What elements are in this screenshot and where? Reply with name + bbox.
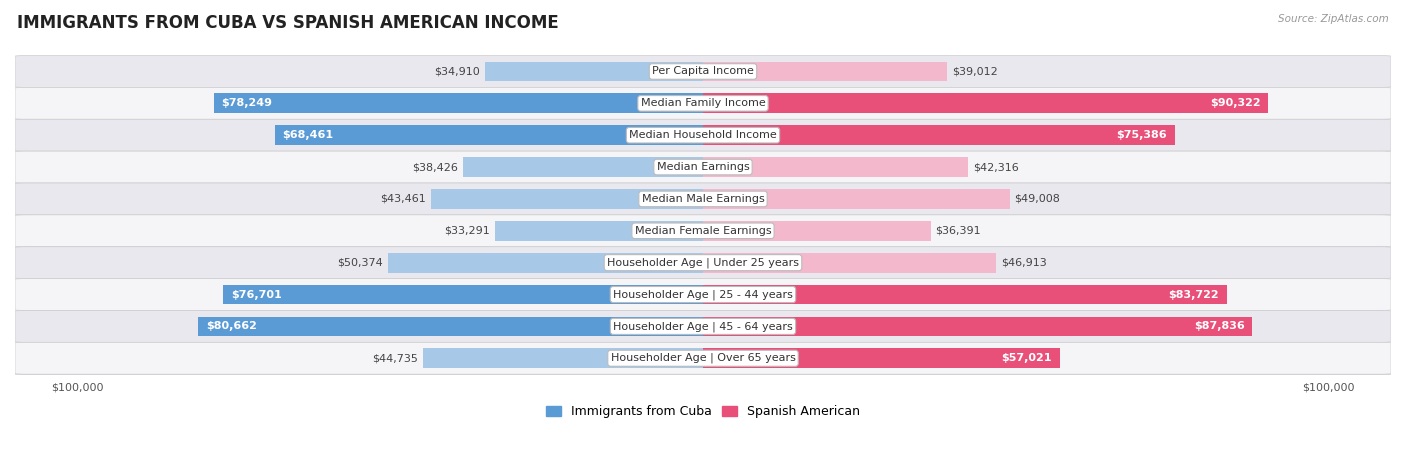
Text: Source: ZipAtlas.com: Source: ZipAtlas.com (1278, 14, 1389, 24)
Text: $68,461: $68,461 (283, 130, 333, 140)
Bar (703, 189, 1010, 209)
Bar (703, 348, 1060, 368)
FancyBboxPatch shape (15, 151, 1391, 183)
FancyBboxPatch shape (15, 56, 1391, 87)
Bar (198, 317, 703, 336)
Text: $87,836: $87,836 (1194, 321, 1244, 332)
FancyBboxPatch shape (15, 215, 1391, 247)
Text: Householder Age | 45 - 64 years: Householder Age | 45 - 64 years (613, 321, 793, 332)
Text: $83,722: $83,722 (1168, 290, 1219, 299)
Bar (463, 157, 703, 177)
Text: $49,008: $49,008 (1015, 194, 1060, 204)
FancyBboxPatch shape (15, 247, 1391, 279)
FancyBboxPatch shape (15, 279, 1391, 311)
Text: Median Male Earnings: Median Male Earnings (641, 194, 765, 204)
Text: Median Earnings: Median Earnings (657, 162, 749, 172)
Text: Householder Age | Under 25 years: Householder Age | Under 25 years (607, 257, 799, 268)
FancyBboxPatch shape (15, 311, 1391, 342)
FancyBboxPatch shape (15, 183, 1391, 215)
FancyBboxPatch shape (15, 342, 1391, 374)
Bar (485, 62, 703, 81)
Text: $75,386: $75,386 (1116, 130, 1167, 140)
Text: $46,913: $46,913 (1001, 258, 1047, 268)
Text: $34,910: $34,910 (434, 66, 479, 77)
Bar (703, 62, 948, 81)
Bar (274, 125, 703, 145)
FancyBboxPatch shape (15, 119, 1391, 151)
Text: $80,662: $80,662 (207, 321, 257, 332)
Bar (703, 221, 931, 241)
Text: Median Family Income: Median Family Income (641, 99, 765, 108)
Text: $38,426: $38,426 (412, 162, 458, 172)
Text: $76,701: $76,701 (231, 290, 281, 299)
Bar (388, 253, 703, 273)
Bar (703, 125, 1174, 145)
Bar (214, 93, 703, 113)
Bar (703, 285, 1226, 304)
Text: $44,735: $44,735 (373, 353, 418, 363)
Bar (703, 253, 997, 273)
Text: $90,322: $90,322 (1209, 99, 1260, 108)
Text: $36,391: $36,391 (935, 226, 981, 236)
Text: $78,249: $78,249 (221, 99, 273, 108)
Text: $50,374: $50,374 (337, 258, 382, 268)
Bar (703, 157, 967, 177)
Text: $39,012: $39,012 (952, 66, 998, 77)
Text: $33,291: $33,291 (444, 226, 489, 236)
Legend: Immigrants from Cuba, Spanish American: Immigrants from Cuba, Spanish American (541, 400, 865, 423)
Bar (423, 348, 703, 368)
Text: Householder Age | Over 65 years: Householder Age | Over 65 years (610, 353, 796, 363)
Bar (495, 221, 703, 241)
Text: $42,316: $42,316 (973, 162, 1018, 172)
Bar (703, 317, 1253, 336)
Text: Householder Age | 25 - 44 years: Householder Age | 25 - 44 years (613, 289, 793, 300)
Text: Per Capita Income: Per Capita Income (652, 66, 754, 77)
Bar (224, 285, 703, 304)
FancyBboxPatch shape (15, 87, 1391, 119)
Bar (703, 93, 1268, 113)
Text: $57,021: $57,021 (1001, 353, 1052, 363)
Text: Median Household Income: Median Household Income (628, 130, 778, 140)
Text: IMMIGRANTS FROM CUBA VS SPANISH AMERICAN INCOME: IMMIGRANTS FROM CUBA VS SPANISH AMERICAN… (17, 14, 558, 32)
Text: Median Female Earnings: Median Female Earnings (634, 226, 772, 236)
Text: $43,461: $43,461 (381, 194, 426, 204)
Bar (432, 189, 703, 209)
